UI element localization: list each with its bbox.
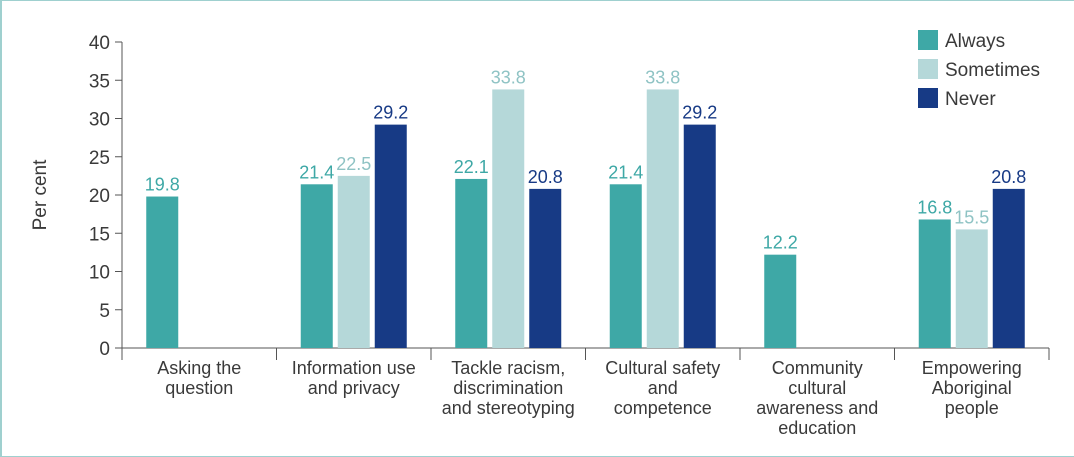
y-tick-label: 20 bbox=[89, 186, 110, 207]
y-tick-label: 5 bbox=[99, 301, 110, 322]
data-label: 15.5 bbox=[954, 207, 989, 227]
data-label: 20.8 bbox=[991, 167, 1026, 187]
legend-label: Sometimes bbox=[945, 60, 1040, 81]
x-category-label: Empowering Aboriginal people bbox=[922, 358, 1022, 418]
bar-never bbox=[374, 124, 407, 349]
bar-sometimes bbox=[492, 89, 525, 349]
bar-always bbox=[609, 184, 642, 348]
bar-always bbox=[918, 219, 951, 348]
bar-always bbox=[300, 184, 333, 348]
y-tick-label: 15 bbox=[89, 224, 110, 245]
x-category-label: Asking the question bbox=[157, 358, 241, 398]
bar-always bbox=[455, 178, 488, 348]
legend-swatch-never bbox=[918, 88, 938, 108]
bar-never bbox=[992, 188, 1025, 348]
data-label: 20.8 bbox=[528, 167, 563, 187]
data-label: 22.5 bbox=[336, 154, 371, 174]
legend-swatch-always bbox=[918, 30, 938, 50]
y-tick-label: 10 bbox=[89, 263, 110, 284]
x-category-label: Information use and privacy bbox=[292, 358, 416, 398]
x-category-label: Tackle racism, discrimination and stereoty… bbox=[442, 358, 575, 418]
x-category-label: Cultural safety and competence bbox=[605, 358, 720, 418]
legend-label: Never bbox=[945, 89, 996, 110]
legend-label: Always bbox=[945, 31, 1005, 52]
data-label: 21.4 bbox=[299, 162, 334, 182]
x-category-label: Community cultural awareness and education bbox=[756, 358, 878, 438]
y-tick-label: 0 bbox=[99, 339, 110, 360]
bar-always bbox=[764, 254, 797, 348]
bar-never bbox=[529, 188, 562, 348]
data-label: 22.1 bbox=[454, 157, 489, 177]
data-label: 33.8 bbox=[645, 67, 680, 87]
y-axis-title: Per cent bbox=[30, 159, 51, 230]
y-tick-label: 40 bbox=[89, 33, 110, 54]
data-label: 29.2 bbox=[373, 103, 408, 123]
data-label: 16.8 bbox=[917, 197, 952, 217]
bar-sometimes bbox=[955, 229, 988, 348]
y-tick-label: 35 bbox=[89, 71, 110, 92]
data-label: 19.8 bbox=[145, 175, 180, 195]
legend-swatch-sometimes bbox=[918, 59, 938, 79]
data-label: 21.4 bbox=[608, 162, 643, 182]
bar-sometimes bbox=[337, 175, 370, 348]
bar-always bbox=[146, 196, 179, 348]
y-tick-label: 25 bbox=[89, 148, 110, 169]
data-label: 29.2 bbox=[682, 103, 717, 123]
data-label: 33.8 bbox=[491, 67, 526, 87]
data-label: 12.2 bbox=[763, 233, 798, 253]
bar-never bbox=[683, 124, 716, 349]
y-tick-label: 30 bbox=[89, 110, 110, 131]
bar-sometimes bbox=[646, 89, 679, 349]
